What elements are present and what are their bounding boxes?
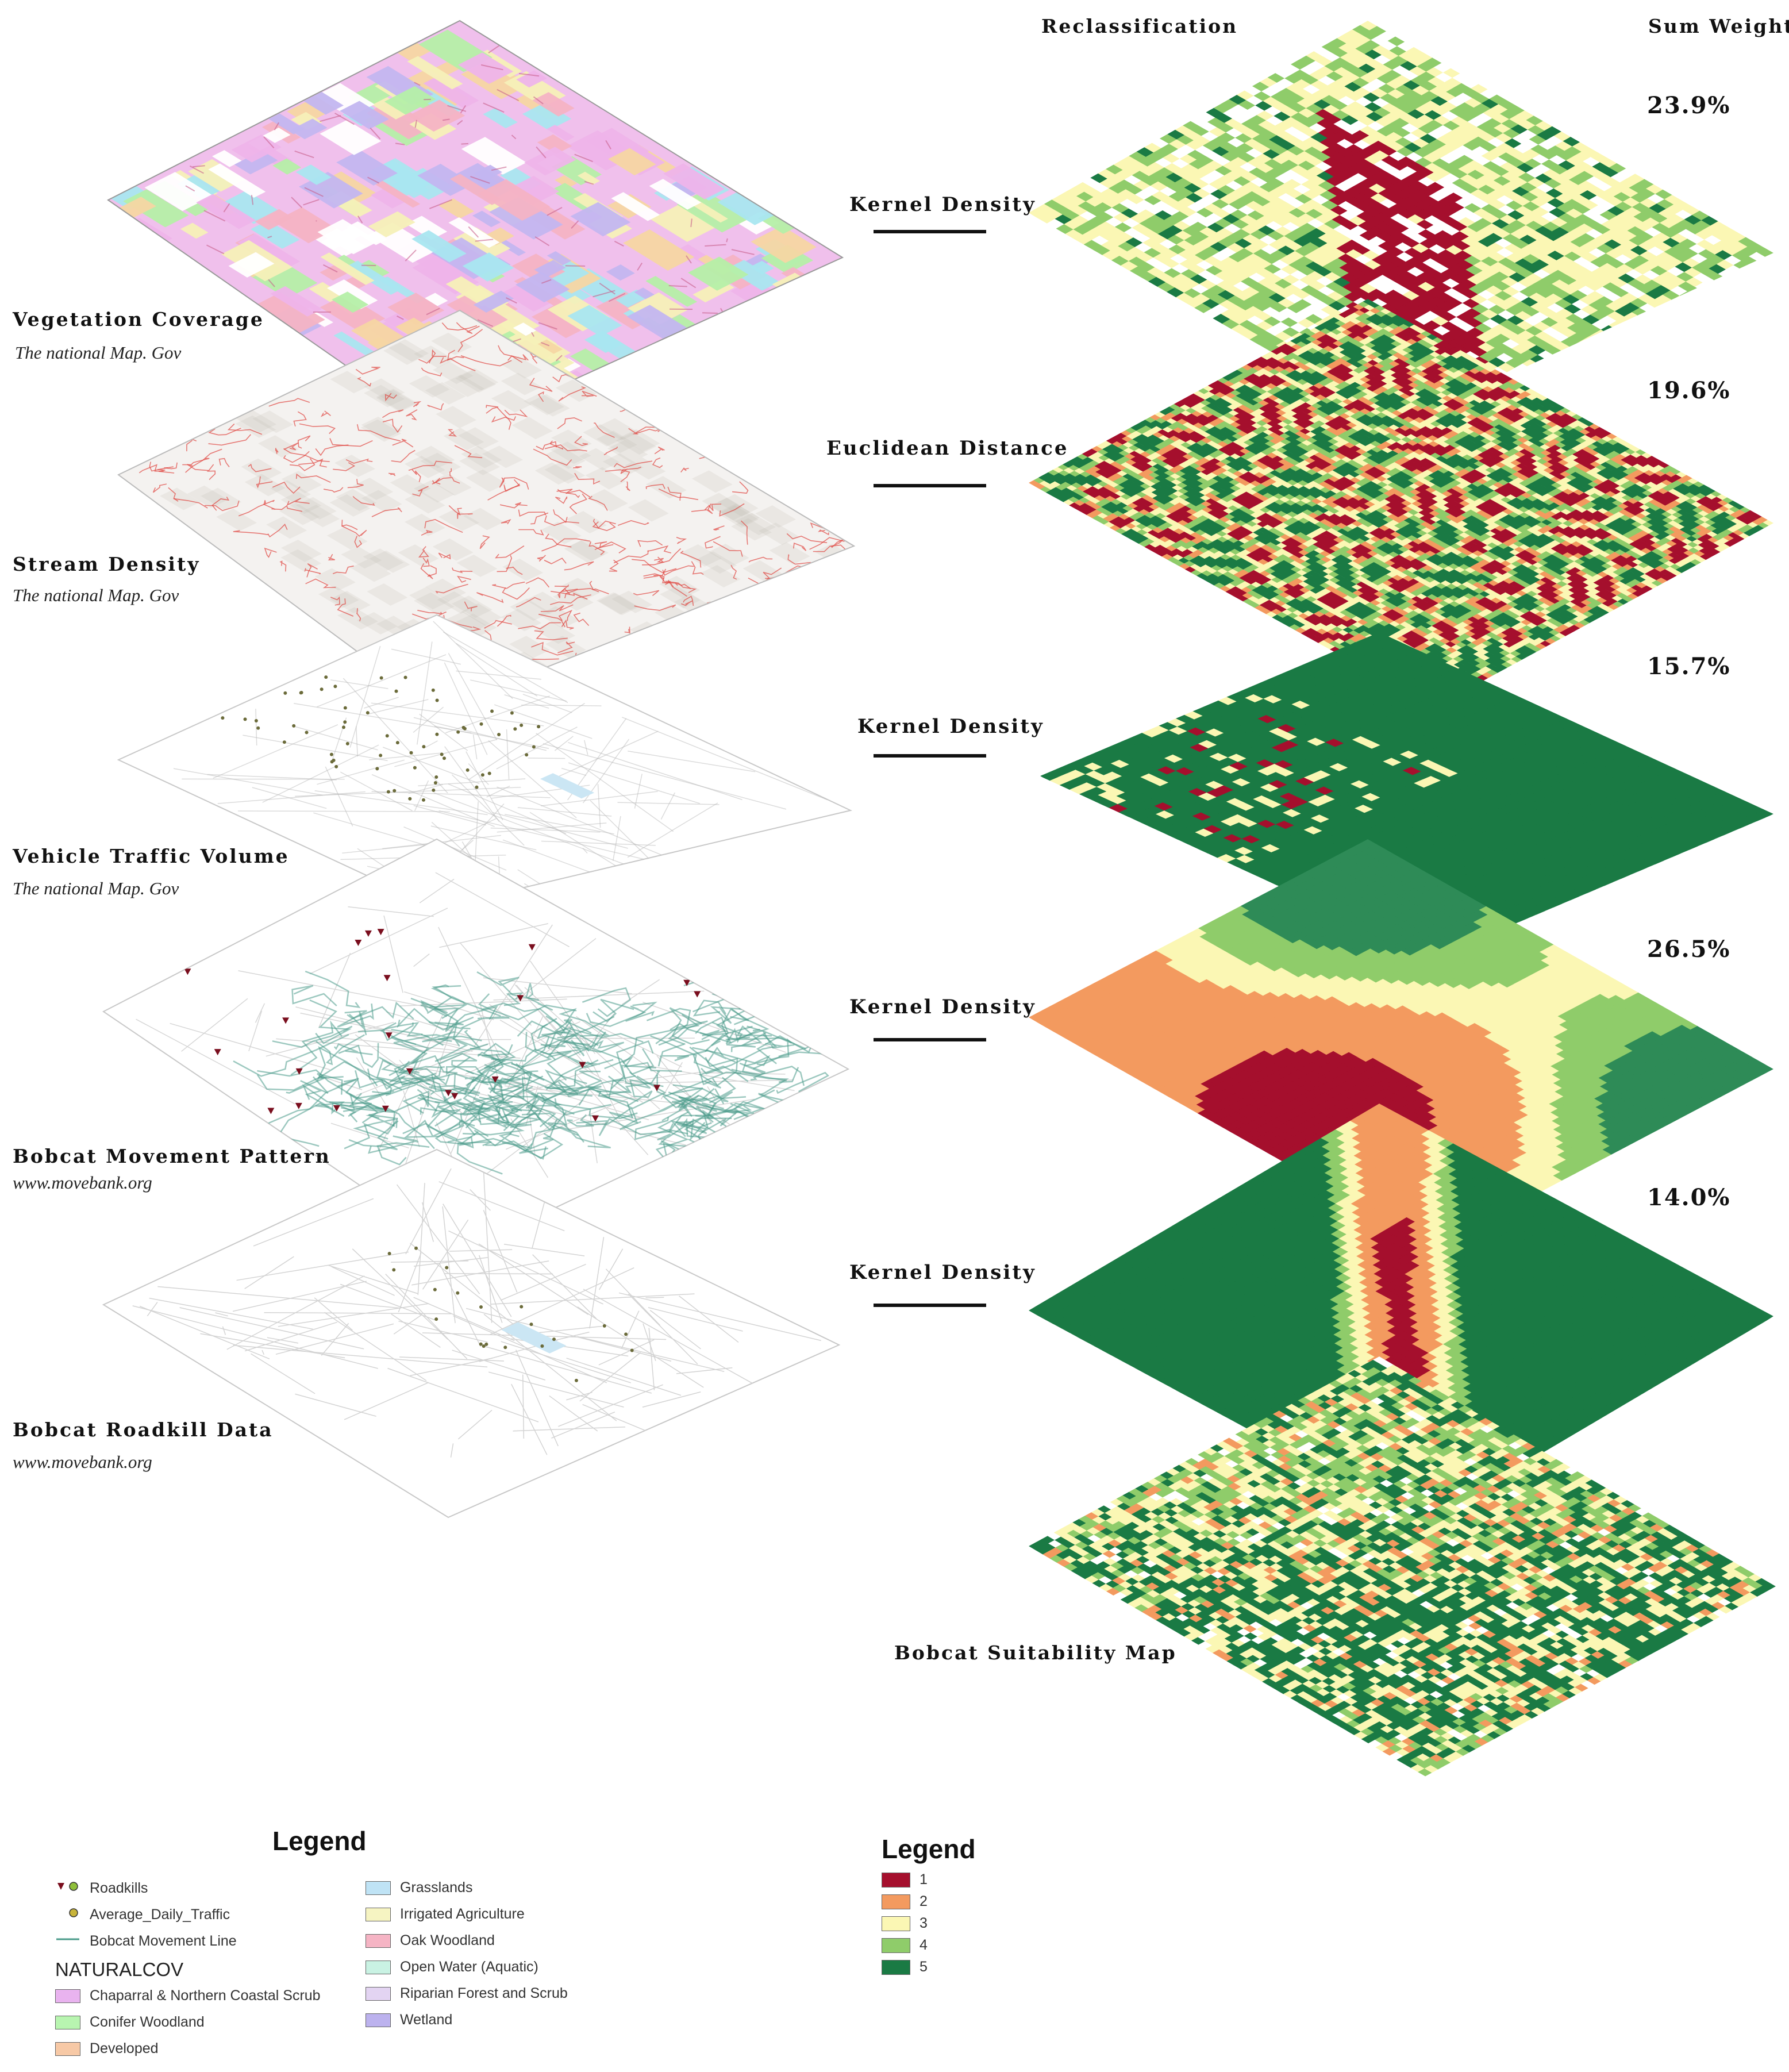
weight-value: 26.5% [1647, 936, 1731, 963]
movement-line-icon [55, 1932, 80, 1950]
legend-label: Conifer Woodland [90, 2014, 205, 2030]
legend-label: Bobcat Movement Line [90, 1933, 237, 1949]
legend-roadkills: Roadkills [55, 1879, 148, 1897]
traffic-layer [117, 614, 853, 909]
layer-source: The national Map. Gov [13, 878, 179, 898]
legend-label: Open Water (Aquatic) [400, 1959, 538, 1975]
layer-source: www.movebank.org [13, 1452, 152, 1472]
legend-swatch [882, 1959, 910, 1975]
weight-value: 14.0% [1647, 1184, 1731, 1211]
legend-label: Wetland [400, 2012, 453, 2028]
legend-swatch [366, 1907, 391, 1921]
legend-group-title: NATURALCOV [55, 1959, 184, 1980]
legend-label: Average_Daily_Traffic [90, 1906, 230, 1923]
legend-swatch [882, 1938, 910, 1953]
legend-item: 3 [882, 1915, 928, 1932]
legend-swatch [366, 2013, 391, 2027]
legend-movement: Bobcat Movement Line [55, 1932, 237, 1950]
layer-title: Vegetation Coverage [13, 308, 264, 330]
layer-title: Bobcat Roadkill Data [13, 1419, 274, 1441]
layer-source: The national Map. Gov [15, 343, 182, 363]
vegetation-layer [107, 20, 844, 438]
tool-rule [874, 1038, 986, 1041]
legend-swatch [366, 1960, 391, 1974]
tool-rule [874, 754, 986, 758]
suitability-map-title: Bobcat Suitability Map [894, 1642, 1177, 1664]
legend-item: Developed [55, 2040, 159, 2057]
legend-label: 5 [919, 1959, 928, 1975]
legend-label: 2 [919, 1893, 928, 1909]
legend-item: Riparian Forest and Scrub [366, 1985, 568, 2002]
legend-item: Oak Woodland [366, 1932, 495, 1949]
legend-label: Irrigated Agriculture [400, 1906, 525, 1922]
legend-title: Legend [882, 1834, 976, 1864]
layer-source: The national Map. Gov [13, 585, 179, 605]
legend-item: Wetland [366, 2012, 452, 2028]
legend-swatch [882, 1916, 910, 1931]
tool-rule [874, 1304, 986, 1307]
roadkill-symbol-icon [55, 1879, 80, 1897]
tool-rule [874, 484, 986, 487]
legend-item: Open Water (Aquatic) [366, 1959, 538, 1975]
legend-item: Chaparral & Northern Coastal Scrub [55, 1988, 321, 2004]
legend-swatch [55, 1989, 80, 2003]
traffic-point-icon [55, 1906, 80, 1924]
legend-item: Conifer Woodland [55, 2014, 205, 2031]
tool-label: Kernel Density [849, 1261, 1036, 1284]
legend-item: 1 [882, 1871, 928, 1888]
legend-item: 2 [882, 1893, 928, 1910]
bobcat-suitability-map [1029, 1356, 1776, 1777]
legend-swatch [882, 1872, 910, 1888]
tool-label: Kernel Density [857, 715, 1044, 738]
legend-swatch [366, 1986, 391, 2001]
kernel-density-result-3 [1029, 839, 1773, 1248]
legend-swatch [366, 1881, 391, 1895]
legend-title: Legend [272, 1826, 367, 1856]
weight-value: 15.7% [1647, 653, 1731, 680]
legend-swatch [366, 1933, 391, 1948]
tool-label: Euclidean Distance [826, 437, 1069, 460]
tool-label: Kernel Density [849, 193, 1036, 216]
tool-rule [874, 230, 986, 233]
roadkill-layer [102, 1148, 841, 1519]
legend-label: Roadkills [90, 1880, 148, 1896]
weight-value: 23.9% [1647, 92, 1731, 119]
layer-title: Vehicle Traffic Volume [13, 845, 290, 867]
layer-title: Bobcat Movement Pattern [13, 1145, 331, 1167]
legend-label: Grasslands [400, 1879, 473, 1896]
legend-label: Oak Woodland [400, 1932, 495, 1948]
layer-source: www.movebank.org [13, 1173, 152, 1193]
layer-title: Stream Density [13, 553, 201, 575]
legend-label: 4 [919, 1937, 928, 1953]
legend-swatch [882, 1894, 910, 1909]
weight-value: 19.6% [1647, 377, 1731, 404]
legend-item: Grasslands [366, 1879, 472, 1896]
legend-label: Developed [90, 2040, 159, 2056]
legend-label: Riparian Forest and Scrub [400, 1985, 568, 2001]
tool-label: Kernel Density [849, 995, 1036, 1018]
legend-label: 1 [919, 1871, 928, 1888]
kernel-density-result-2 [1040, 632, 1773, 958]
sum-weight-header: Sum Weight [1648, 15, 1789, 37]
legend-item: 4 [882, 1937, 928, 1954]
legend-swatch [55, 2015, 80, 2029]
reclassification-header: Reclassification [1041, 15, 1238, 37]
legend-label: Chaparral & Northern Coastal Scrub [90, 1988, 321, 2004]
movement-layer [102, 838, 850, 1254]
legend-traffic: Average_Daily_Traffic [55, 1906, 230, 1924]
legend-item: 5 [882, 1959, 928, 1975]
legend-label: 3 [919, 1915, 928, 1931]
legend-swatch [55, 2042, 80, 2056]
legend-item: Irrigated Agriculture [366, 1906, 525, 1923]
